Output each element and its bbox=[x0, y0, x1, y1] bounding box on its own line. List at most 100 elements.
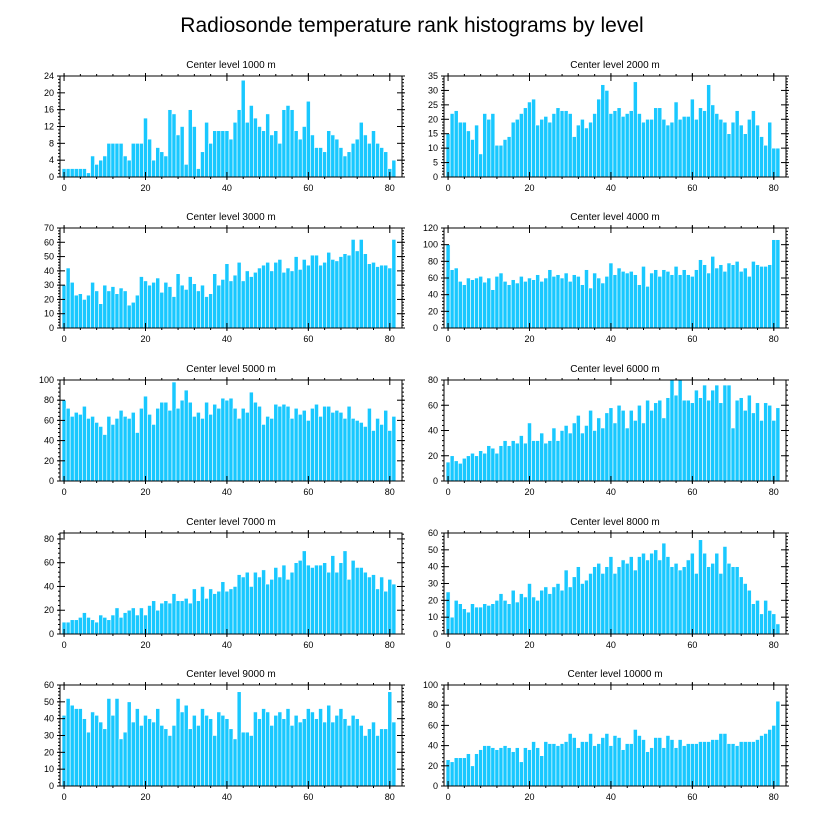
bar bbox=[94, 422, 99, 482]
bar bbox=[220, 714, 226, 787]
bar bbox=[567, 733, 573, 787]
bar bbox=[147, 414, 152, 482]
bar bbox=[253, 711, 258, 787]
bar bbox=[301, 126, 307, 178]
bar bbox=[257, 576, 262, 635]
y-tick-label: 0 bbox=[433, 323, 438, 333]
bar bbox=[82, 299, 87, 329]
bar bbox=[510, 121, 516, 178]
bar bbox=[163, 728, 169, 787]
bar bbox=[159, 401, 165, 482]
bar bbox=[767, 404, 773, 482]
bar bbox=[596, 98, 602, 178]
bar bbox=[531, 279, 536, 329]
bar bbox=[306, 264, 311, 329]
bar bbox=[301, 259, 307, 329]
bar bbox=[391, 721, 397, 787]
bar bbox=[718, 402, 724, 482]
bar bbox=[90, 711, 95, 787]
bar bbox=[269, 725, 275, 787]
bar bbox=[482, 603, 488, 635]
bar bbox=[527, 422, 532, 482]
bar bbox=[685, 743, 691, 787]
bar bbox=[114, 143, 120, 178]
bar bbox=[342, 418, 348, 482]
bar bbox=[293, 256, 299, 329]
bar bbox=[82, 718, 87, 787]
bar bbox=[722, 121, 728, 178]
bar bbox=[466, 455, 471, 482]
bar bbox=[175, 273, 181, 329]
bar bbox=[232, 407, 238, 482]
bar bbox=[747, 118, 752, 178]
bar bbox=[543, 586, 549, 635]
bar bbox=[571, 737, 577, 787]
bar bbox=[297, 269, 303, 329]
bar bbox=[730, 427, 736, 482]
bar bbox=[289, 270, 295, 329]
bar bbox=[506, 603, 512, 635]
bar bbox=[281, 718, 287, 787]
bar bbox=[212, 593, 218, 635]
bar bbox=[289, 725, 295, 787]
bar bbox=[371, 574, 376, 635]
bar bbox=[702, 552, 707, 635]
y-tick-label: 0 bbox=[49, 172, 54, 182]
bar bbox=[445, 591, 451, 635]
bar bbox=[584, 425, 589, 482]
bar bbox=[90, 281, 95, 329]
bar bbox=[722, 733, 728, 787]
bar bbox=[122, 290, 128, 329]
bar bbox=[677, 569, 683, 635]
bar bbox=[65, 267, 71, 329]
bar bbox=[755, 739, 760, 787]
bar bbox=[478, 606, 483, 635]
bar bbox=[126, 304, 132, 329]
bar bbox=[608, 407, 614, 482]
bar bbox=[130, 301, 136, 329]
panel-9: Center level 9000 m 0 10 20 30 40 50 60 0 20 40 60 8… bbox=[44, 669, 405, 802]
bar bbox=[690, 98, 695, 178]
bar bbox=[78, 168, 83, 178]
bar bbox=[453, 600, 459, 635]
y-tick-label: 60 bbox=[44, 237, 54, 247]
y-tick-label: 60 bbox=[428, 720, 438, 730]
bar bbox=[706, 272, 711, 329]
bar bbox=[649, 272, 654, 329]
bar bbox=[192, 416, 197, 482]
x-tick-label: 0 bbox=[62, 183, 67, 193]
bar bbox=[334, 409, 340, 482]
bar bbox=[318, 416, 323, 482]
bar bbox=[588, 287, 593, 329]
bar bbox=[204, 121, 209, 178]
bar bbox=[204, 714, 209, 787]
bar bbox=[718, 573, 724, 635]
y-tick-label: 40 bbox=[428, 562, 438, 572]
y-tick-label: 60 bbox=[44, 415, 54, 425]
bar bbox=[118, 738, 124, 787]
bar bbox=[669, 121, 675, 178]
bar bbox=[755, 124, 760, 178]
bar bbox=[122, 155, 128, 178]
bar bbox=[322, 151, 327, 178]
bar bbox=[98, 303, 104, 329]
bar bbox=[673, 101, 679, 178]
y-tick-label: 40 bbox=[428, 741, 438, 751]
bar bbox=[759, 420, 764, 482]
bar bbox=[665, 556, 671, 635]
bar bbox=[466, 130, 471, 178]
bar bbox=[285, 105, 291, 178]
bar bbox=[208, 718, 213, 787]
y-tick-label: 24 bbox=[44, 71, 54, 81]
bar bbox=[604, 276, 610, 329]
x-tick-label: 20 bbox=[524, 640, 534, 650]
bar bbox=[135, 143, 140, 178]
bar bbox=[449, 113, 455, 178]
bar bbox=[306, 420, 311, 482]
bar bbox=[281, 564, 287, 635]
bar bbox=[232, 586, 238, 635]
bar bbox=[135, 614, 140, 635]
bar bbox=[216, 130, 222, 178]
bar bbox=[514, 601, 520, 635]
bar bbox=[334, 260, 340, 329]
